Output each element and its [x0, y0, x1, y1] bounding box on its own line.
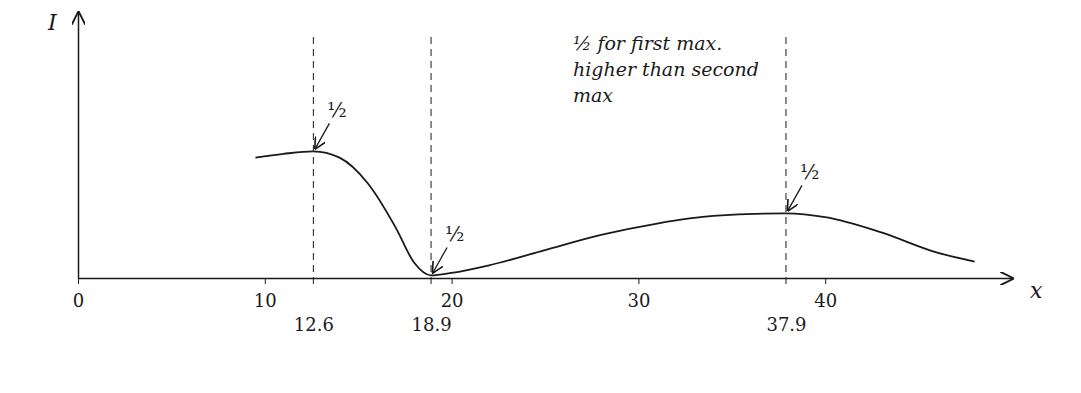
annotation-arrow	[433, 247, 447, 272]
reference-line	[431, 37, 432, 288]
x-tick: 40	[814, 278, 837, 311]
x-tick-mark	[452, 278, 453, 284]
x-tick-label: 30	[627, 290, 650, 311]
reference-axis: 12.6 18.9 37.9	[294, 314, 807, 335]
y-axis	[78, 13, 79, 279]
reference-tick: 37.9	[766, 314, 806, 335]
reference-label: 12.6	[294, 314, 334, 335]
plot-area	[255, 151, 974, 275]
annotation-arrow	[788, 185, 802, 210]
x-tick-mark	[638, 278, 639, 284]
reference-tick: 18.9	[412, 314, 452, 335]
x-tick-mark	[78, 278, 79, 284]
reference-lines	[313, 37, 786, 288]
x-axis-title: x	[1030, 278, 1043, 303]
annotation-label: ½	[327, 98, 346, 122]
x-tick-mark	[265, 278, 266, 284]
x-tick-label: 10	[254, 290, 277, 311]
y-axis-line	[78, 13, 80, 279]
annotation-arrow	[315, 123, 329, 148]
x-axis: 0 10 20 30 40	[73, 278, 1013, 311]
annotation-label: ½	[800, 160, 819, 184]
reference-line	[785, 37, 786, 288]
x-tick: 10	[254, 278, 277, 311]
reference-label: 18.9	[412, 314, 452, 335]
x-tick-label: 20	[441, 290, 464, 311]
note: ½ for first max. higher than second max	[573, 32, 759, 106]
chart: 0 10 20 30 40 12.6 18.9 37.9 Ix ½ ½ ½ ½ for first ma…	[0, 0, 1081, 393]
x-tick: 20	[441, 278, 464, 311]
reference-line	[313, 37, 314, 288]
x-tick: 30	[627, 278, 650, 311]
reference-label: 37.9	[766, 314, 806, 335]
x-tick-label: 40	[814, 290, 837, 311]
note-line: higher than second	[573, 58, 759, 80]
x-tick-mark	[825, 278, 826, 284]
y-axis-title: I	[47, 10, 58, 35]
note-line: ½ for first max.	[573, 32, 722, 54]
x-axis-line	[79, 278, 1013, 280]
intensity-curve	[255, 151, 974, 275]
note-line: max	[573, 84, 613, 106]
x-tick: 0	[73, 278, 84, 311]
annotations: ½ ½ ½	[315, 98, 819, 272]
reference-tick: 12.6	[294, 314, 334, 335]
x-tick-label: 0	[73, 290, 84, 311]
annotation-label: ½	[445, 222, 464, 246]
